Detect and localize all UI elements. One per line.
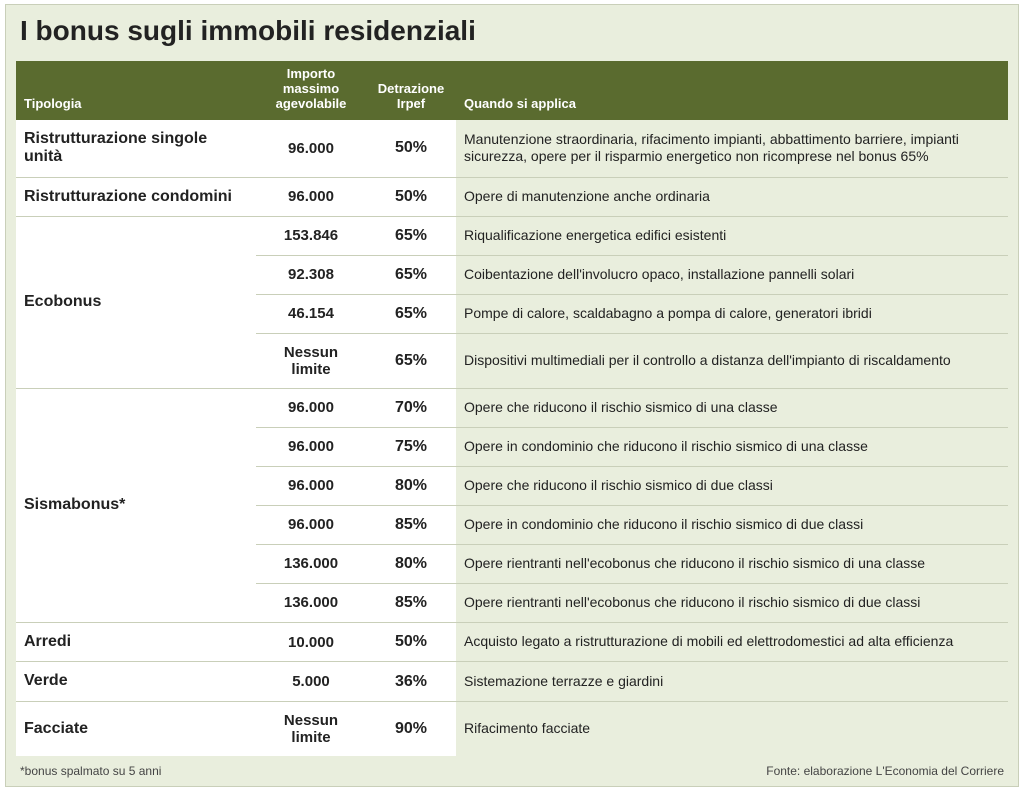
quando-cell: Acquisto legato a ristrutturazione di mo… — [456, 622, 1008, 661]
detrazione-cell: 80% — [366, 466, 456, 505]
table-row: FacciateNessun limite90%Rifacimento facc… — [16, 701, 1008, 756]
tipologia-cell: Facciate — [16, 701, 256, 756]
col-header-importo: Importo massimo agevolabile — [256, 61, 366, 120]
col-header-detrazione: Detrazione Irpef — [366, 61, 456, 120]
table-body: Ristrutturazione singole unità96.00050%M… — [16, 120, 1008, 756]
detrazione-cell: 75% — [366, 427, 456, 466]
table-row: Ristrutturazione condomini96.00050%Opere… — [16, 177, 1008, 216]
detrazione-cell: 65% — [366, 216, 456, 255]
importo-cell: 153.846 — [256, 216, 366, 255]
tipologia-cell: Ecobonus — [16, 216, 256, 388]
quando-cell: Opere che riducono il rischio sismico di… — [456, 466, 1008, 505]
tipologia-cell: Ristrutturazione condomini — [16, 177, 256, 216]
detrazione-cell: 65% — [366, 255, 456, 294]
detrazione-cell: 50% — [366, 120, 456, 177]
table-row: Ecobonus153.84665%Riqualificazione energ… — [16, 216, 1008, 255]
tipologia-cell: Arredi — [16, 622, 256, 661]
detrazione-cell: 90% — [366, 701, 456, 756]
table-header-row: Tipologia Importo massimo agevolabile De… — [16, 61, 1008, 120]
quando-cell: Opere rientranti nell'ecobonus che riduc… — [456, 583, 1008, 622]
quando-cell: Manutenzione straordinaria, rifacimento … — [456, 120, 1008, 177]
quando-cell: Pompe di calore, scaldabagno a pompa di … — [456, 294, 1008, 333]
quando-cell: Rifacimento facciate — [456, 701, 1008, 756]
quando-cell: Opere rientranti nell'ecobonus che riduc… — [456, 544, 1008, 583]
bonus-table: Tipologia Importo massimo agevolabile De… — [16, 61, 1008, 756]
quando-cell: Opere che riducono il rischio sismico di… — [456, 388, 1008, 427]
importo-cell: 10.000 — [256, 622, 366, 661]
tipologia-cell: Ristrutturazione singole unità — [16, 120, 256, 177]
importo-cell: 46.154 — [256, 294, 366, 333]
importo-cell: 96.000 — [256, 120, 366, 177]
quando-cell: Coibentazione dell'involucro opaco, inst… — [456, 255, 1008, 294]
quando-cell: Riqualificazione energetica edifici esis… — [456, 216, 1008, 255]
table-row: Sismabonus*96.00070%Opere che riducono i… — [16, 388, 1008, 427]
quando-cell: Opere in condominio che riducono il risc… — [456, 427, 1008, 466]
detrazione-cell: 36% — [366, 662, 456, 701]
importo-cell: 5.000 — [256, 662, 366, 701]
importo-cell: 136.000 — [256, 583, 366, 622]
importo-cell: 96.000 — [256, 427, 366, 466]
source-text: Fonte: elaborazione L'Economia del Corri… — [766, 764, 1004, 778]
importo-cell: 96.000 — [256, 388, 366, 427]
quando-cell: Sistemazione terrazze e giardini — [456, 662, 1008, 701]
detrazione-cell: 50% — [366, 622, 456, 661]
quando-cell: Opere in condominio che riducono il risc… — [456, 505, 1008, 544]
detrazione-cell: 85% — [366, 583, 456, 622]
detrazione-cell: 70% — [366, 388, 456, 427]
table-row: Arredi10.00050%Acquisto legato a ristrut… — [16, 622, 1008, 661]
importo-cell: 96.000 — [256, 466, 366, 505]
detrazione-cell: 65% — [366, 333, 456, 388]
importo-cell: Nessun limite — [256, 333, 366, 388]
importo-cell: 96.000 — [256, 177, 366, 216]
importo-cell: 96.000 — [256, 505, 366, 544]
bonus-table-panel: I bonus sugli immobili residenziali Tipo… — [5, 4, 1019, 787]
importo-cell: Nessun limite — [256, 701, 366, 756]
quando-cell: Dispositivi multimediali per il controll… — [456, 333, 1008, 388]
importo-cell: 92.308 — [256, 255, 366, 294]
quando-cell: Opere di manutenzione anche ordinaria — [456, 177, 1008, 216]
page-title: I bonus sugli immobili residenziali — [16, 5, 1008, 61]
col-header-tipologia: Tipologia — [16, 61, 256, 120]
footnote: *bonus spalmato su 5 anni — [20, 764, 161, 778]
table-row: Ristrutturazione singole unità96.00050%M… — [16, 120, 1008, 177]
detrazione-cell: 65% — [366, 294, 456, 333]
detrazione-cell: 85% — [366, 505, 456, 544]
detrazione-cell: 50% — [366, 177, 456, 216]
table-row: Verde5.00036%Sistemazione terrazze e gia… — [16, 662, 1008, 701]
tipologia-cell: Sismabonus* — [16, 388, 256, 622]
col-header-quando: Quando si applica — [456, 61, 1008, 120]
tipologia-cell: Verde — [16, 662, 256, 701]
table-footer: *bonus spalmato su 5 anni Fonte: elabora… — [16, 756, 1008, 780]
importo-cell: 136.000 — [256, 544, 366, 583]
detrazione-cell: 80% — [366, 544, 456, 583]
